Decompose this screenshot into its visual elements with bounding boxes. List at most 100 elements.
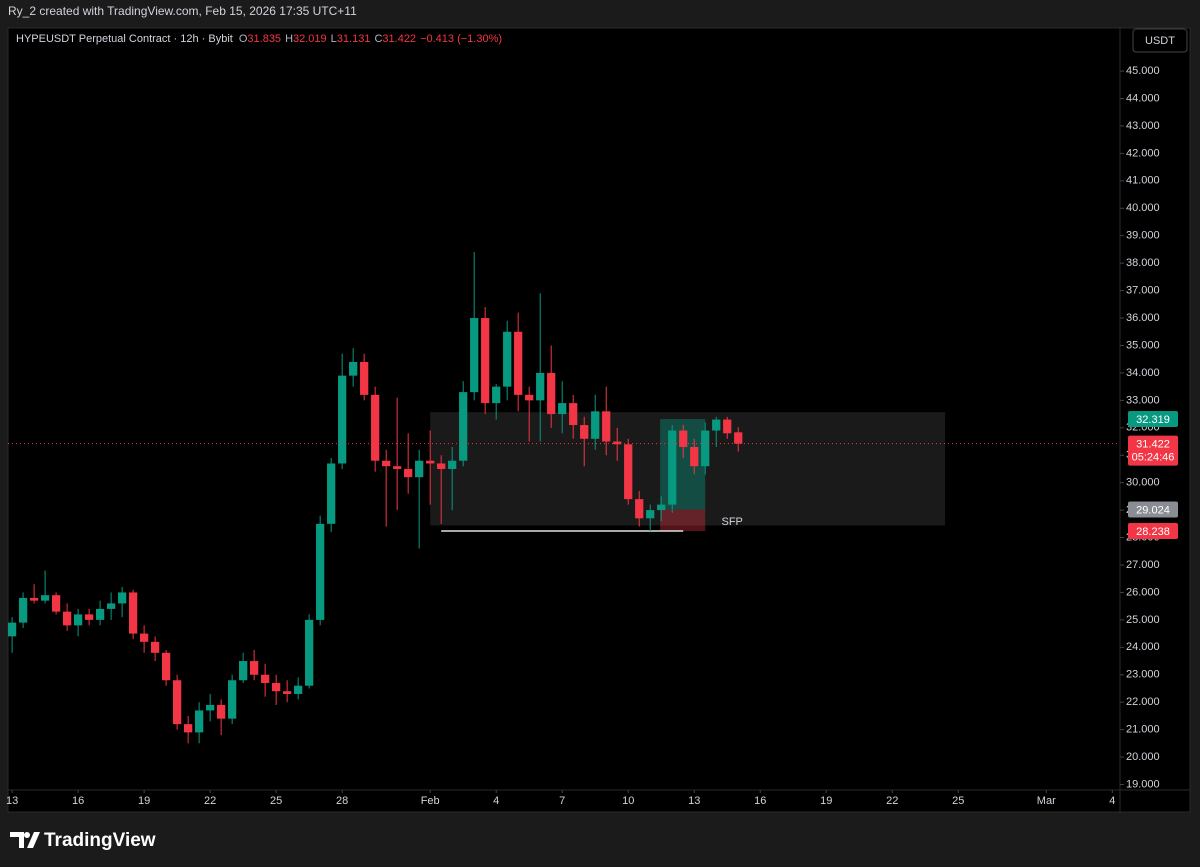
y-tick-label: 39.000	[1126, 230, 1160, 242]
candle-body	[701, 430, 710, 467]
o-letter: O	[239, 33, 248, 45]
candle-body	[690, 447, 699, 467]
zone-low-tag-box	[1128, 523, 1178, 540]
level-label: SFP	[721, 516, 742, 528]
candle-body	[51, 595, 61, 612]
zone-top-tag: 32.319	[1136, 414, 1170, 426]
candle-body	[40, 595, 50, 601]
countdown: 05:24:46	[1132, 452, 1175, 464]
chart-header: HYPEUSDT Perpetual Contract · 12h · Bybi…	[16, 33, 502, 45]
candle-body	[184, 724, 193, 733]
candle-body	[712, 419, 721, 431]
candle-body	[18, 597, 28, 623]
x-tick-label: 13	[6, 795, 18, 807]
candle-body	[261, 674, 270, 683]
candle-body	[272, 682, 281, 692]
candle-body	[569, 403, 578, 426]
zone-top-tag-box	[1128, 411, 1178, 428]
y-tick-label: 40.000	[1126, 202, 1160, 214]
last-price-box	[1128, 435, 1178, 466]
x-tick-label: 22	[886, 795, 898, 807]
x-tick-label: 19	[138, 795, 150, 807]
y-tick-label: 38.000	[1126, 257, 1160, 269]
logo	[10, 832, 40, 848]
y-tick-label: 20.000	[1126, 751, 1160, 763]
candle-body	[140, 633, 149, 642]
candle-body	[536, 372, 545, 401]
candle-body	[591, 411, 600, 439]
zone	[660, 509, 706, 532]
x-tick-label: 25	[270, 795, 282, 807]
y-tick-label: 21.000	[1126, 724, 1160, 736]
candle-body	[679, 430, 688, 448]
y-tick-label: 25.000	[1126, 614, 1160, 626]
c-letter: C	[374, 33, 382, 45]
candle-body	[239, 661, 248, 681]
candle-body	[128, 592, 138, 634]
candle-body	[481, 318, 490, 404]
candle-body	[217, 704, 226, 719]
currency[interactable]: USDT	[1145, 35, 1175, 47]
candle-body	[106, 603, 116, 609]
candle-body	[195, 710, 204, 733]
candle-body	[426, 460, 435, 464]
y-tick-label: 30.000	[1126, 477, 1160, 489]
x-tick-label: Feb	[421, 795, 440, 807]
x-tick-label: 10	[622, 795, 634, 807]
candle-body	[316, 523, 325, 620]
candle-body	[283, 691, 292, 694]
candle-body	[459, 392, 468, 461]
x-tick-label: 16	[754, 795, 766, 807]
candle-body	[470, 318, 479, 393]
candle-body	[327, 463, 336, 524]
logo-text: TradingView	[44, 830, 156, 851]
x-tick-label: 7	[559, 795, 565, 807]
y-tick-label: 43.000	[1126, 120, 1160, 132]
candle-body	[580, 425, 589, 439]
h-letter: H	[285, 33, 293, 45]
y-tick-label: 24.000	[1126, 641, 1160, 653]
candle-body	[228, 680, 237, 719]
candle-body	[514, 331, 523, 395]
c-value: 31.422	[382, 33, 416, 45]
candle-body	[503, 331, 512, 387]
x-tick-label: 13	[688, 795, 700, 807]
candle-body	[734, 432, 743, 444]
candle-body	[668, 430, 677, 505]
x-tick-label: 16	[72, 795, 84, 807]
logo-icon	[10, 832, 40, 848]
l-letter: L	[331, 33, 337, 45]
h-value: 32.019	[293, 33, 327, 45]
candle-body	[294, 685, 303, 694]
zone-low-tag: 28.238	[1136, 526, 1170, 538]
candle-body	[349, 361, 358, 376]
l-value: 31.131	[337, 33, 371, 45]
candle-body	[624, 444, 633, 500]
candle-body	[173, 680, 182, 725]
candle-body	[547, 372, 556, 415]
candle-body	[437, 463, 446, 469]
candle-body	[95, 608, 105, 620]
candle-body	[723, 419, 732, 434]
symbol: HYPEUSDT Perpetual Contract · 12h · Bybi…	[16, 33, 233, 45]
x-tick-label: 4	[493, 795, 499, 807]
y-tick-label: 34.000	[1126, 367, 1160, 379]
candle-body	[117, 592, 127, 604]
candle-body	[393, 466, 402, 469]
candle-body	[602, 411, 611, 442]
y-tick-label: 45.000	[1126, 65, 1160, 77]
o-value: 31.835	[247, 33, 281, 45]
candle-body	[162, 652, 171, 681]
y-tick-label: 42.000	[1126, 147, 1160, 159]
y-tick-label: 22.000	[1126, 696, 1160, 708]
candle-body	[558, 403, 567, 415]
candle-body	[371, 394, 380, 461]
currency-button[interactable]	[1132, 28, 1188, 53]
x-tick-label: 28	[336, 795, 348, 807]
y-tick-label: 33.000	[1126, 394, 1160, 406]
y-tick-label: 35.000	[1126, 339, 1160, 351]
candle-body	[84, 614, 94, 620]
candle-body	[657, 504, 666, 511]
